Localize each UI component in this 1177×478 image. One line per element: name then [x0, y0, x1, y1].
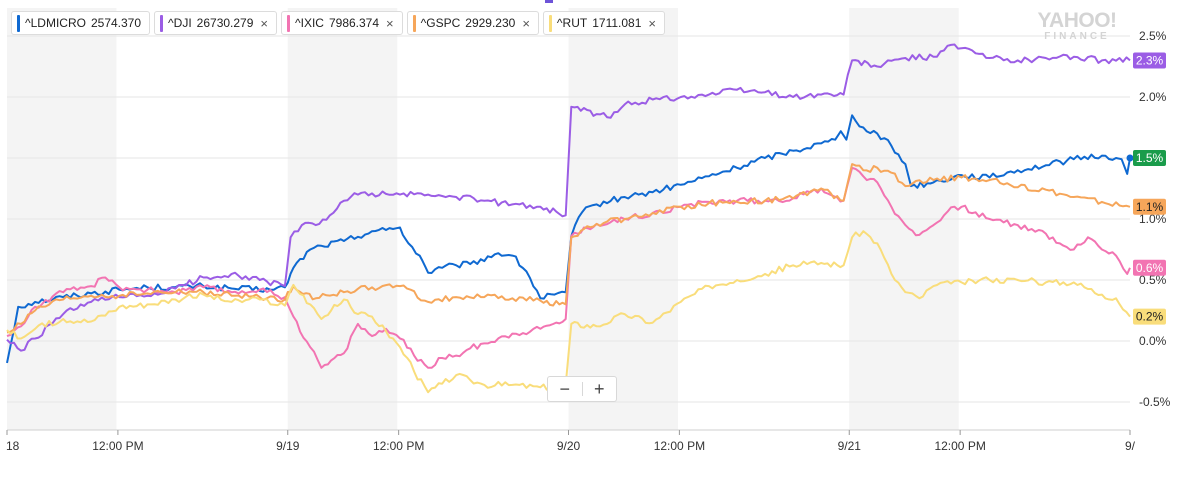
logo-line2: FINANCE [1044, 31, 1110, 42]
series-line [6, 166, 1131, 369]
zoom-control: − + [547, 376, 617, 402]
zoom-divider [581, 382, 583, 396]
top-marker [545, 0, 553, 3]
legend-chip[interactable]: ^DJI 26730.279 × [154, 11, 277, 35]
x-tick-label: 12:00 PM [373, 439, 424, 453]
legend-symbol: ^LDMICRO [25, 16, 86, 30]
x-axis: 18 12:00 PM 9/19 12:00 PM 9/20 12:00 PM 9/21 12… [6, 430, 1136, 453]
remove-series-icon[interactable]: × [522, 15, 530, 31]
legend-value: 26730.279 [196, 16, 254, 30]
y-tick-label: 2.5% [1139, 29, 1167, 43]
legend-color-swatch [548, 14, 552, 32]
logo-line1: YAHOO! [1037, 9, 1117, 32]
end-label-box [1133, 52, 1166, 69]
remove-series-icon[interactable]: × [386, 15, 394, 31]
series-line [6, 43, 1131, 352]
legend-value: 7986.374 [328, 16, 380, 30]
x-tick-label: 18 [6, 439, 20, 453]
x-tick-label: 12:00 PM [92, 439, 143, 453]
legend-color-swatch [412, 14, 416, 32]
legend-value: 2929.230 [465, 16, 516, 30]
end-label-text: 1.1% [1136, 200, 1164, 214]
x-tick-label: 12:00 PM [654, 439, 705, 453]
legend-chip[interactable]: ^GSPC 2929.230 × [406, 11, 539, 35]
y-tick-label: 2.0% [1139, 90, 1167, 104]
legend-value: 2574.370 [90, 16, 142, 30]
end-label-text: 1.5% [1136, 151, 1164, 165]
legend: ^LDMICRO 2574.370 ^DJI 26730.279 × ^IXIC 7986.… [11, 11, 665, 35]
legend-color-swatch [17, 14, 20, 32]
legend-symbol: ^IXIC [295, 16, 324, 30]
end-label-text: 0.6% [1136, 261, 1164, 275]
x-tick-label: 12:00 PM [934, 439, 985, 453]
y-tick-label: 0.0% [1139, 334, 1167, 348]
legend-chip[interactable]: ^LDMICRO 2574.370 [11, 11, 151, 35]
yahoo-finance-logo: YAHOO! FINANCE [1032, 10, 1122, 42]
zoom-in-button[interactable]: + [593, 378, 605, 399]
remove-series-icon[interactable]: × [648, 15, 656, 31]
y-tick-label: 0.5% [1139, 273, 1167, 287]
y-tick-label: 1.0% [1139, 212, 1167, 226]
y-tick-label: -0.5% [1139, 395, 1171, 409]
legend-chip[interactable]: ^IXIC 7986.374 × [281, 11, 403, 35]
legend-symbol: ^GSPC [420, 16, 461, 30]
legend-color-swatch [160, 14, 164, 32]
x-tick-label: 9/19 [276, 439, 300, 453]
end-label-box [1133, 308, 1166, 325]
legend-symbol: ^DJI [168, 16, 192, 30]
remove-series-icon[interactable]: × [260, 15, 268, 31]
legend-color-swatch [287, 14, 290, 32]
series-line [6, 163, 1131, 334]
end-label-box [1133, 259, 1166, 276]
end-label-text: 2.3% [1136, 53, 1164, 67]
x-tick-label: 9/21 [838, 439, 862, 453]
legend-chip[interactable]: ^RUT 1711.081 × [542, 11, 665, 35]
end-labels: 1.5% 2.3% 0.6% 1.1% 0.2% [1126, 52, 1166, 325]
end-label-box [1133, 198, 1166, 215]
legend-symbol: ^RUT [556, 16, 588, 30]
legend-value: 1711.081 [592, 16, 642, 30]
y-axis: 2.5% 2.0% 1.5% 1.0% 0.5% 0.0% -0.5% [1139, 29, 1171, 409]
last-point-marker [1126, 154, 1134, 162]
zoom-out-button[interactable]: − [559, 378, 570, 399]
end-label-box [1133, 150, 1166, 167]
x-tick-label: 9/20 [557, 439, 581, 453]
end-label-text: 0.2% [1136, 310, 1164, 324]
x-tick-label: 9/ [1125, 439, 1136, 453]
